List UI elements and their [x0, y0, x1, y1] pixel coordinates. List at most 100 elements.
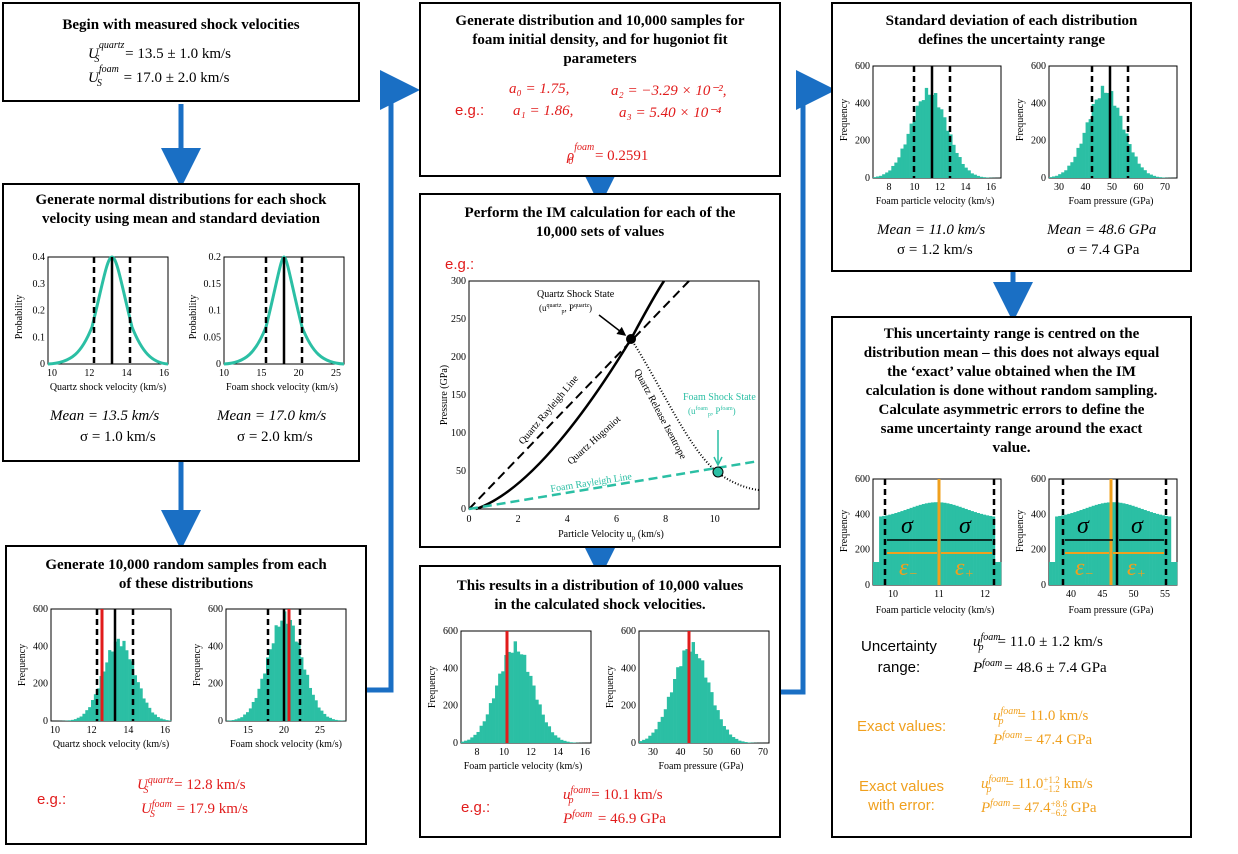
histogram-bar — [903, 144, 907, 178]
histogram-bar — [949, 504, 953, 585]
histogram-bar — [291, 625, 295, 721]
histogram-bar — [997, 562, 1002, 585]
histogram-bar — [1125, 133, 1129, 178]
x-tick-label: 70 — [758, 747, 768, 758]
histogram-bar — [73, 719, 78, 721]
y-tick-label: 0.3 — [33, 279, 46, 290]
histogram-bar — [882, 174, 886, 178]
histogram-bar — [1122, 503, 1126, 585]
histogram-bar — [1134, 156, 1138, 178]
histogram-bar — [741, 741, 745, 743]
histogram-bar — [1097, 504, 1102, 585]
histogram-bar — [268, 649, 273, 721]
label-foam-shock-state: Foam Shock State — [683, 392, 756, 403]
histogram-bar — [894, 513, 898, 585]
box4-a1: a₁ = 1.86, — [513, 103, 574, 119]
quartz-probability-plot: Probability 0 0.1 0.2 0.3 0.4 10 12 14 16 Quart… — [14, 252, 169, 393]
svg-text:σ: σ — [1131, 513, 1144, 539]
histogram-bar — [1070, 162, 1074, 178]
histogram-bar — [1143, 170, 1147, 178]
x-tick-label: 55 — [1160, 589, 1170, 600]
histogram-bar — [964, 508, 968, 585]
x-tick-label: 15 — [243, 725, 253, 736]
x-tick-label: 10 — [219, 368, 229, 379]
histogram-bar — [556, 737, 561, 743]
histogram-bar — [470, 737, 474, 743]
histogram-bar — [303, 669, 307, 721]
svg-text:Quartz shock velocity (km/s): Quartz shock velocity (km/s) — [53, 739, 169, 750]
label-foam-shock-state-coords: (ufoamp, Pfoam) — [688, 405, 736, 418]
x-tick-label: 10 — [710, 514, 720, 525]
y-tick-label: 0.1 — [209, 306, 222, 317]
histogram-bar — [937, 107, 941, 178]
x-tick-label: 20 — [279, 725, 289, 736]
y-tick-label: 400 — [1031, 509, 1046, 520]
x-tick-label: 8 — [887, 182, 892, 193]
histogram-bar — [532, 685, 536, 743]
x-tick-label: 40 — [676, 747, 686, 758]
histogram-bar — [145, 702, 149, 721]
histogram-bar — [933, 93, 938, 178]
foam-shock-state-point — [712, 466, 724, 478]
x-tick-label: 12 — [526, 747, 536, 758]
histogram-bar — [485, 714, 490, 743]
y-tick-label: 50 — [456, 466, 466, 477]
x-tick-label: 14 — [553, 747, 563, 758]
box7-left-mean: Mean = 11.0 km/s — [877, 222, 986, 238]
histogram-bar — [1061, 172, 1065, 178]
im-ylabel: Pressure (GPa) — [439, 365, 450, 425]
foam-rayleigh-line — [468, 459, 760, 511]
histogram-bar — [691, 642, 696, 743]
histogram-bar — [734, 738, 739, 743]
histogram-bar — [1103, 502, 1108, 585]
histogram-bar — [467, 739, 471, 743]
histogram-bar — [308, 687, 313, 721]
histogram-bar — [1137, 163, 1141, 178]
histogram-bar — [710, 692, 714, 743]
y-tick-label: 200 — [33, 679, 48, 690]
histogram-bar — [550, 732, 555, 743]
histogram-bar — [320, 710, 324, 721]
box4-a0: a₀ = 1.75, — [509, 81, 570, 97]
box-asymmetric-errors: This uncertainty range is centred on the… — [831, 316, 1192, 838]
im-chart: Pressure (GPa) 0 50 100 150 200 250 300 0 2 4 6 8 1… — [439, 276, 760, 542]
quartz-rayleigh-line — [468, 280, 690, 510]
histogram-bar — [694, 653, 699, 743]
x-tick-label: 0 — [467, 514, 472, 525]
label-quartz-release-isentrope: Quartz Release Isentrope — [631, 367, 688, 461]
histogram-bar — [964, 167, 968, 178]
y-tick-label: 400 — [33, 641, 48, 652]
x-tick-label: 10 — [888, 589, 898, 600]
svg-text:Foam pressure (GPa): Foam pressure (GPa) — [1069, 605, 1154, 616]
histogram-bar — [491, 698, 496, 743]
histogram-bar — [498, 673, 502, 743]
y-tick-label: 600 — [443, 627, 458, 637]
svg-text:Frequency: Frequency — [17, 644, 28, 686]
histogram-bar — [231, 720, 235, 721]
histogram-bar — [294, 641, 298, 721]
y-tick-label: 200 — [621, 701, 636, 712]
box8-exact-label: Exact values: — [857, 718, 947, 735]
histogram-bar — [1119, 115, 1123, 178]
histogram-bar — [1067, 165, 1071, 178]
svg-text:Frequency: Frequency — [1015, 99, 1026, 141]
histogram-bar — [1113, 105, 1117, 178]
histogram-bar — [1146, 511, 1150, 585]
histogram-bar — [1073, 512, 1077, 585]
x-tick-label: 50 — [1107, 182, 1117, 193]
histogram-bar — [1082, 508, 1086, 585]
histogram-bar — [1131, 505, 1135, 585]
histogram-bar — [1149, 512, 1153, 585]
histogram-bar — [516, 651, 521, 743]
histogram-bar — [479, 725, 483, 743]
histogram-bar — [707, 682, 711, 743]
svg-text:Foam pressure (GPa): Foam pressure (GPa) — [659, 761, 744, 772]
x-tick-label: 14 — [123, 725, 133, 736]
histogram-bar — [1152, 513, 1156, 585]
box6-line2: Pfoam = 46.9 GPa — [563, 809, 666, 827]
histogram-bar — [891, 513, 895, 585]
box8-exact-line1: ufoamp = 11.0 km/s — [993, 706, 1089, 727]
x-tick-label: 30 — [1054, 182, 1064, 193]
y-tick-label: 600 — [621, 627, 636, 637]
